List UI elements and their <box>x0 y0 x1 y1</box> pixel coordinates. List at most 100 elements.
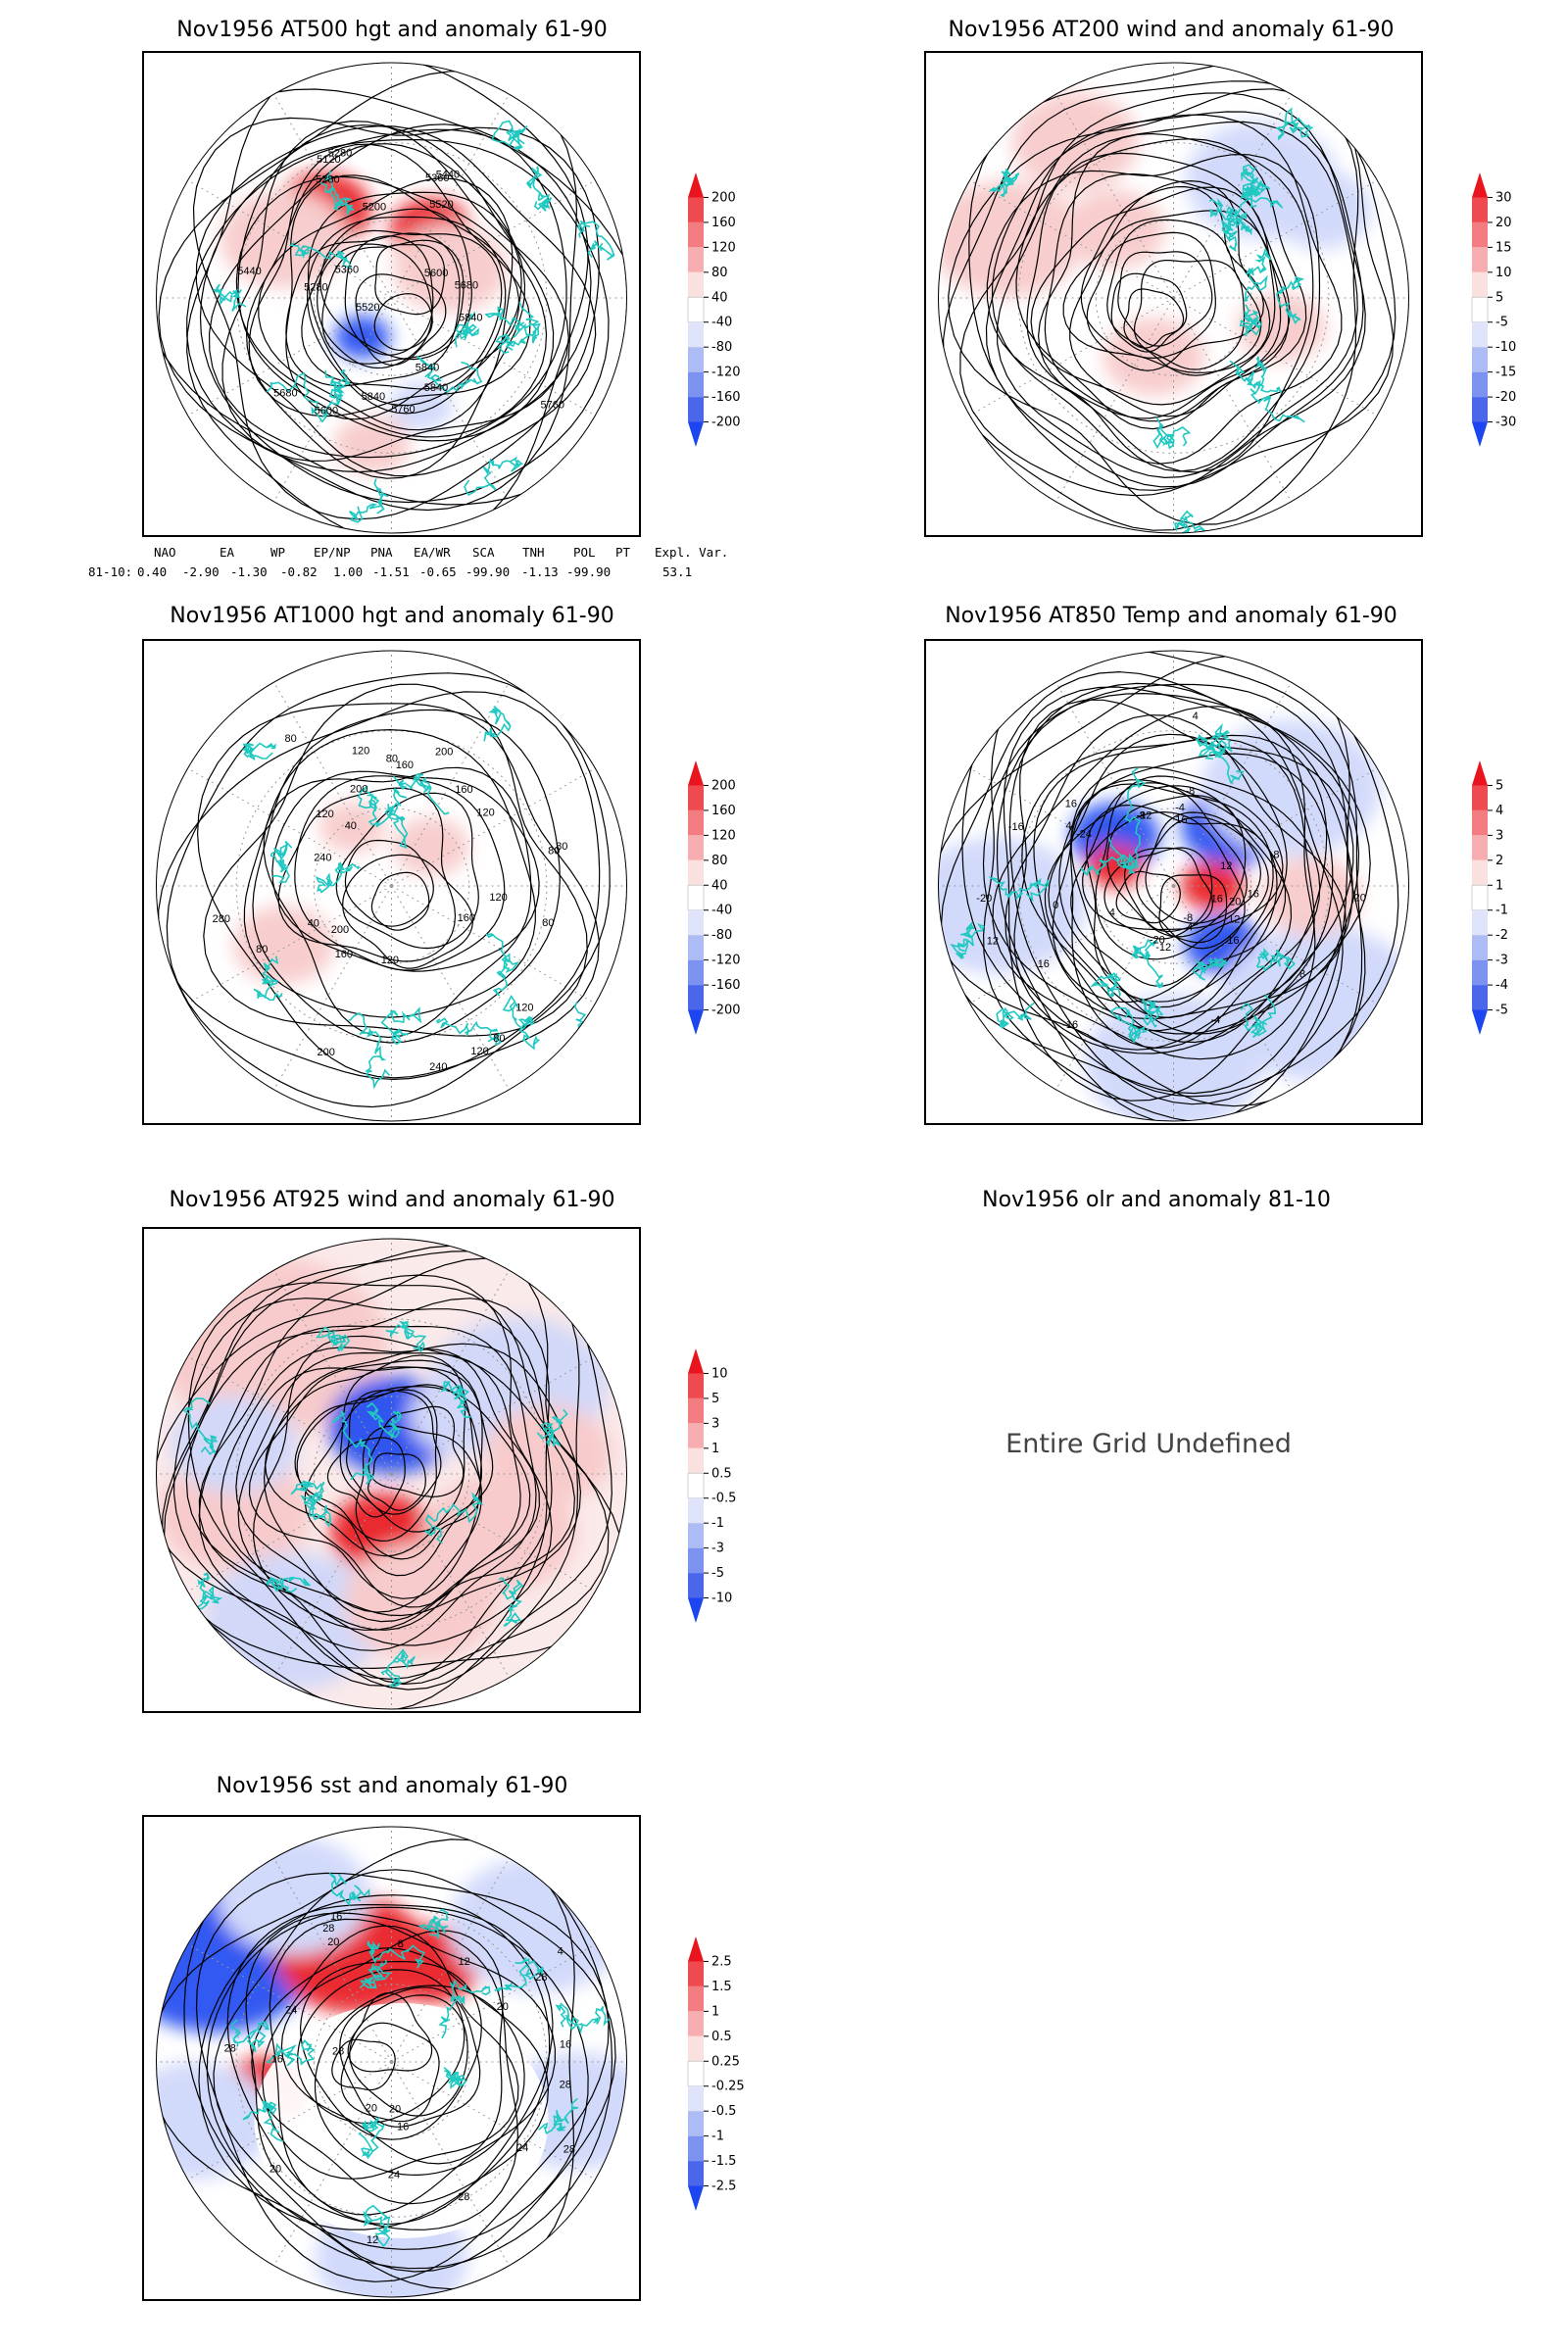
colorbar-tick-label: 40 <box>711 878 728 893</box>
idx-header-sca: SCA <box>472 545 495 560</box>
colorbar-tick-label: -5 <box>1495 316 1508 330</box>
colorbar-tick-label: -4 <box>1495 978 1508 993</box>
contour-label: 200 <box>331 924 349 936</box>
contour-label: 28 <box>322 1923 334 1935</box>
idx-header-epnp: EP/NP <box>314 545 351 560</box>
colorbar-tick-label: -1 <box>711 1516 724 1531</box>
idx-header-pt: PT <box>615 545 631 560</box>
contour-label: 16 <box>1175 814 1187 826</box>
colorbar-tick-label: -3 <box>1495 954 1508 968</box>
contour-label: 80 <box>493 1033 505 1045</box>
idx-value-wp: -1.30 <box>230 564 268 579</box>
contour-label: 5840 <box>362 391 385 403</box>
colorbar-tick-label: -1 <box>1495 904 1508 918</box>
contour-label: -12 <box>1155 942 1171 954</box>
idx-value-pt: -99.90 <box>566 564 612 579</box>
contour-label: 240 <box>429 1061 447 1073</box>
colorbar-tick-label: 80 <box>711 854 728 868</box>
idx-value-eawr: -1.51 <box>372 564 410 579</box>
contour-label: -24 <box>1076 828 1092 840</box>
colorbar-tick-label: 0.25 <box>711 2054 740 2069</box>
colorbar-tick-label: -2 <box>1495 928 1508 943</box>
colorbar-tick-label: -40 <box>711 904 732 918</box>
contour-label: 5760 <box>391 404 415 416</box>
contour-label: 200 <box>435 746 453 758</box>
colorbar-tick-label: 160 <box>711 804 736 818</box>
contour-label: -8 <box>1183 912 1193 924</box>
idx-header-tnh: TNH <box>522 545 545 560</box>
panel-title-p6: Nov1956 olr and anomaly 81-10 <box>982 1188 1331 1212</box>
idx-value-pna: 1.00 <box>333 564 364 579</box>
map-panel-p4: 16 12 8 4 -4 -8 -12 -16 -20 12 4 0 16 -20 -24 -16 4 8 16 16… <box>924 639 1423 1125</box>
contour-label: 28 <box>458 2191 469 2203</box>
undefined-grid-message: Entire Grid Undefined <box>1005 1429 1292 1459</box>
colorbar-tick-label: -0.5 <box>711 1492 736 1506</box>
contour-label: -16 <box>1008 821 1024 833</box>
map-panel-p7: 28 24 28 24 20 16 12 20 20 16 28 28 28 24 20 16 12 8 4 20 16… <box>142 1815 641 2301</box>
idx-value-nao: 0.40 <box>137 564 168 579</box>
idx-value-explvar: 53.1 <box>662 564 693 579</box>
contour-label: 16 <box>1038 958 1050 970</box>
contour-label: 120 <box>489 892 507 904</box>
contour-label: 5440 <box>436 169 460 180</box>
idx-header-pol: POL <box>573 545 596 560</box>
contour-label: 5360 <box>425 172 449 184</box>
colorbar-tick-label: 200 <box>711 190 736 205</box>
idx-header-explvar: Expl. Var. <box>655 545 729 560</box>
contour-label: -20 <box>976 893 992 905</box>
colorbar-tick-label: 0.5 <box>711 1466 732 1481</box>
colorbar-tick-label: 10 <box>711 1366 728 1381</box>
colorbar-tick-label: -5 <box>1495 1004 1508 1018</box>
contour-label: 5600 <box>315 406 338 417</box>
contour-label: 20 <box>327 1936 339 1948</box>
colorbar-tick-label: 30 <box>1495 190 1512 205</box>
contour-label: 16 <box>1227 935 1239 947</box>
contour-label: 200 <box>318 1047 335 1058</box>
contour-label: 200 <box>350 784 368 796</box>
colorbar-tick-label: 5 <box>1495 290 1503 305</box>
contour-label: 80 <box>548 845 560 857</box>
colorbar-tick-label: -10 <box>1495 340 1516 355</box>
contour-label: -16 <box>1062 1019 1078 1031</box>
colorbar-tick-label: 2 <box>1495 854 1503 868</box>
colorbar-tick-label: -0.25 <box>711 2080 745 2094</box>
idx-header-nao: NAO <box>154 545 176 560</box>
colorbar-tick-label: -40 <box>711 316 732 330</box>
contour-label: 20 <box>497 2001 509 2013</box>
colorbar-tick-label: 3 <box>1495 828 1503 843</box>
contour-label: 4 <box>1109 907 1115 919</box>
contour-label: 160 <box>335 949 353 960</box>
contour-label: 20 <box>1354 893 1366 905</box>
contour-label: 5840 <box>424 382 448 394</box>
contour-label: 5520 <box>429 199 453 211</box>
contour-label: 20 <box>1229 897 1241 908</box>
map-panel-p3: 80 120 160 120 240 200 160 120 40 80 200 280 240 40 80… <box>142 639 641 1125</box>
map-panel-p2 <box>924 51 1423 537</box>
contour-label: 16 <box>1065 799 1077 810</box>
contour-label: 120 <box>470 1046 488 1057</box>
contour-label: 12 <box>987 936 999 948</box>
contour-label: 160 <box>396 760 414 771</box>
idx-value-sca: -0.65 <box>419 564 457 579</box>
idx-value-tnh: -99.90 <box>466 564 511 579</box>
contour-label: 4 <box>1187 921 1193 933</box>
colorbar-tick-label: -120 <box>711 366 741 380</box>
contour-label: 120 <box>316 808 333 820</box>
colorbar-tick-label: 120 <box>711 240 736 255</box>
idx-value-pol: -1.13 <box>521 564 559 579</box>
contour-label: 8 <box>1140 810 1146 822</box>
idx-header-ea: EA <box>220 545 235 560</box>
contour-label: 40 <box>345 820 357 832</box>
contour-label: 24 <box>285 2004 297 2016</box>
colorbar-tick-label: 40 <box>711 290 728 305</box>
colorbar-tick-label: -0.5 <box>711 2104 736 2119</box>
colorbar-tick-label: -30 <box>1495 416 1516 430</box>
contour-label: -4 <box>1175 802 1185 813</box>
contour-label: 24 <box>388 2170 400 2181</box>
contour-label: 0 <box>1053 900 1058 911</box>
contour-label: 16 <box>1248 888 1259 900</box>
colorbar-tick-label: 2.5 <box>711 1954 732 1969</box>
idx-row-label: 81-10: <box>88 564 133 579</box>
contour-label: 5840 <box>459 313 482 324</box>
contour-label: 120 <box>352 746 369 758</box>
